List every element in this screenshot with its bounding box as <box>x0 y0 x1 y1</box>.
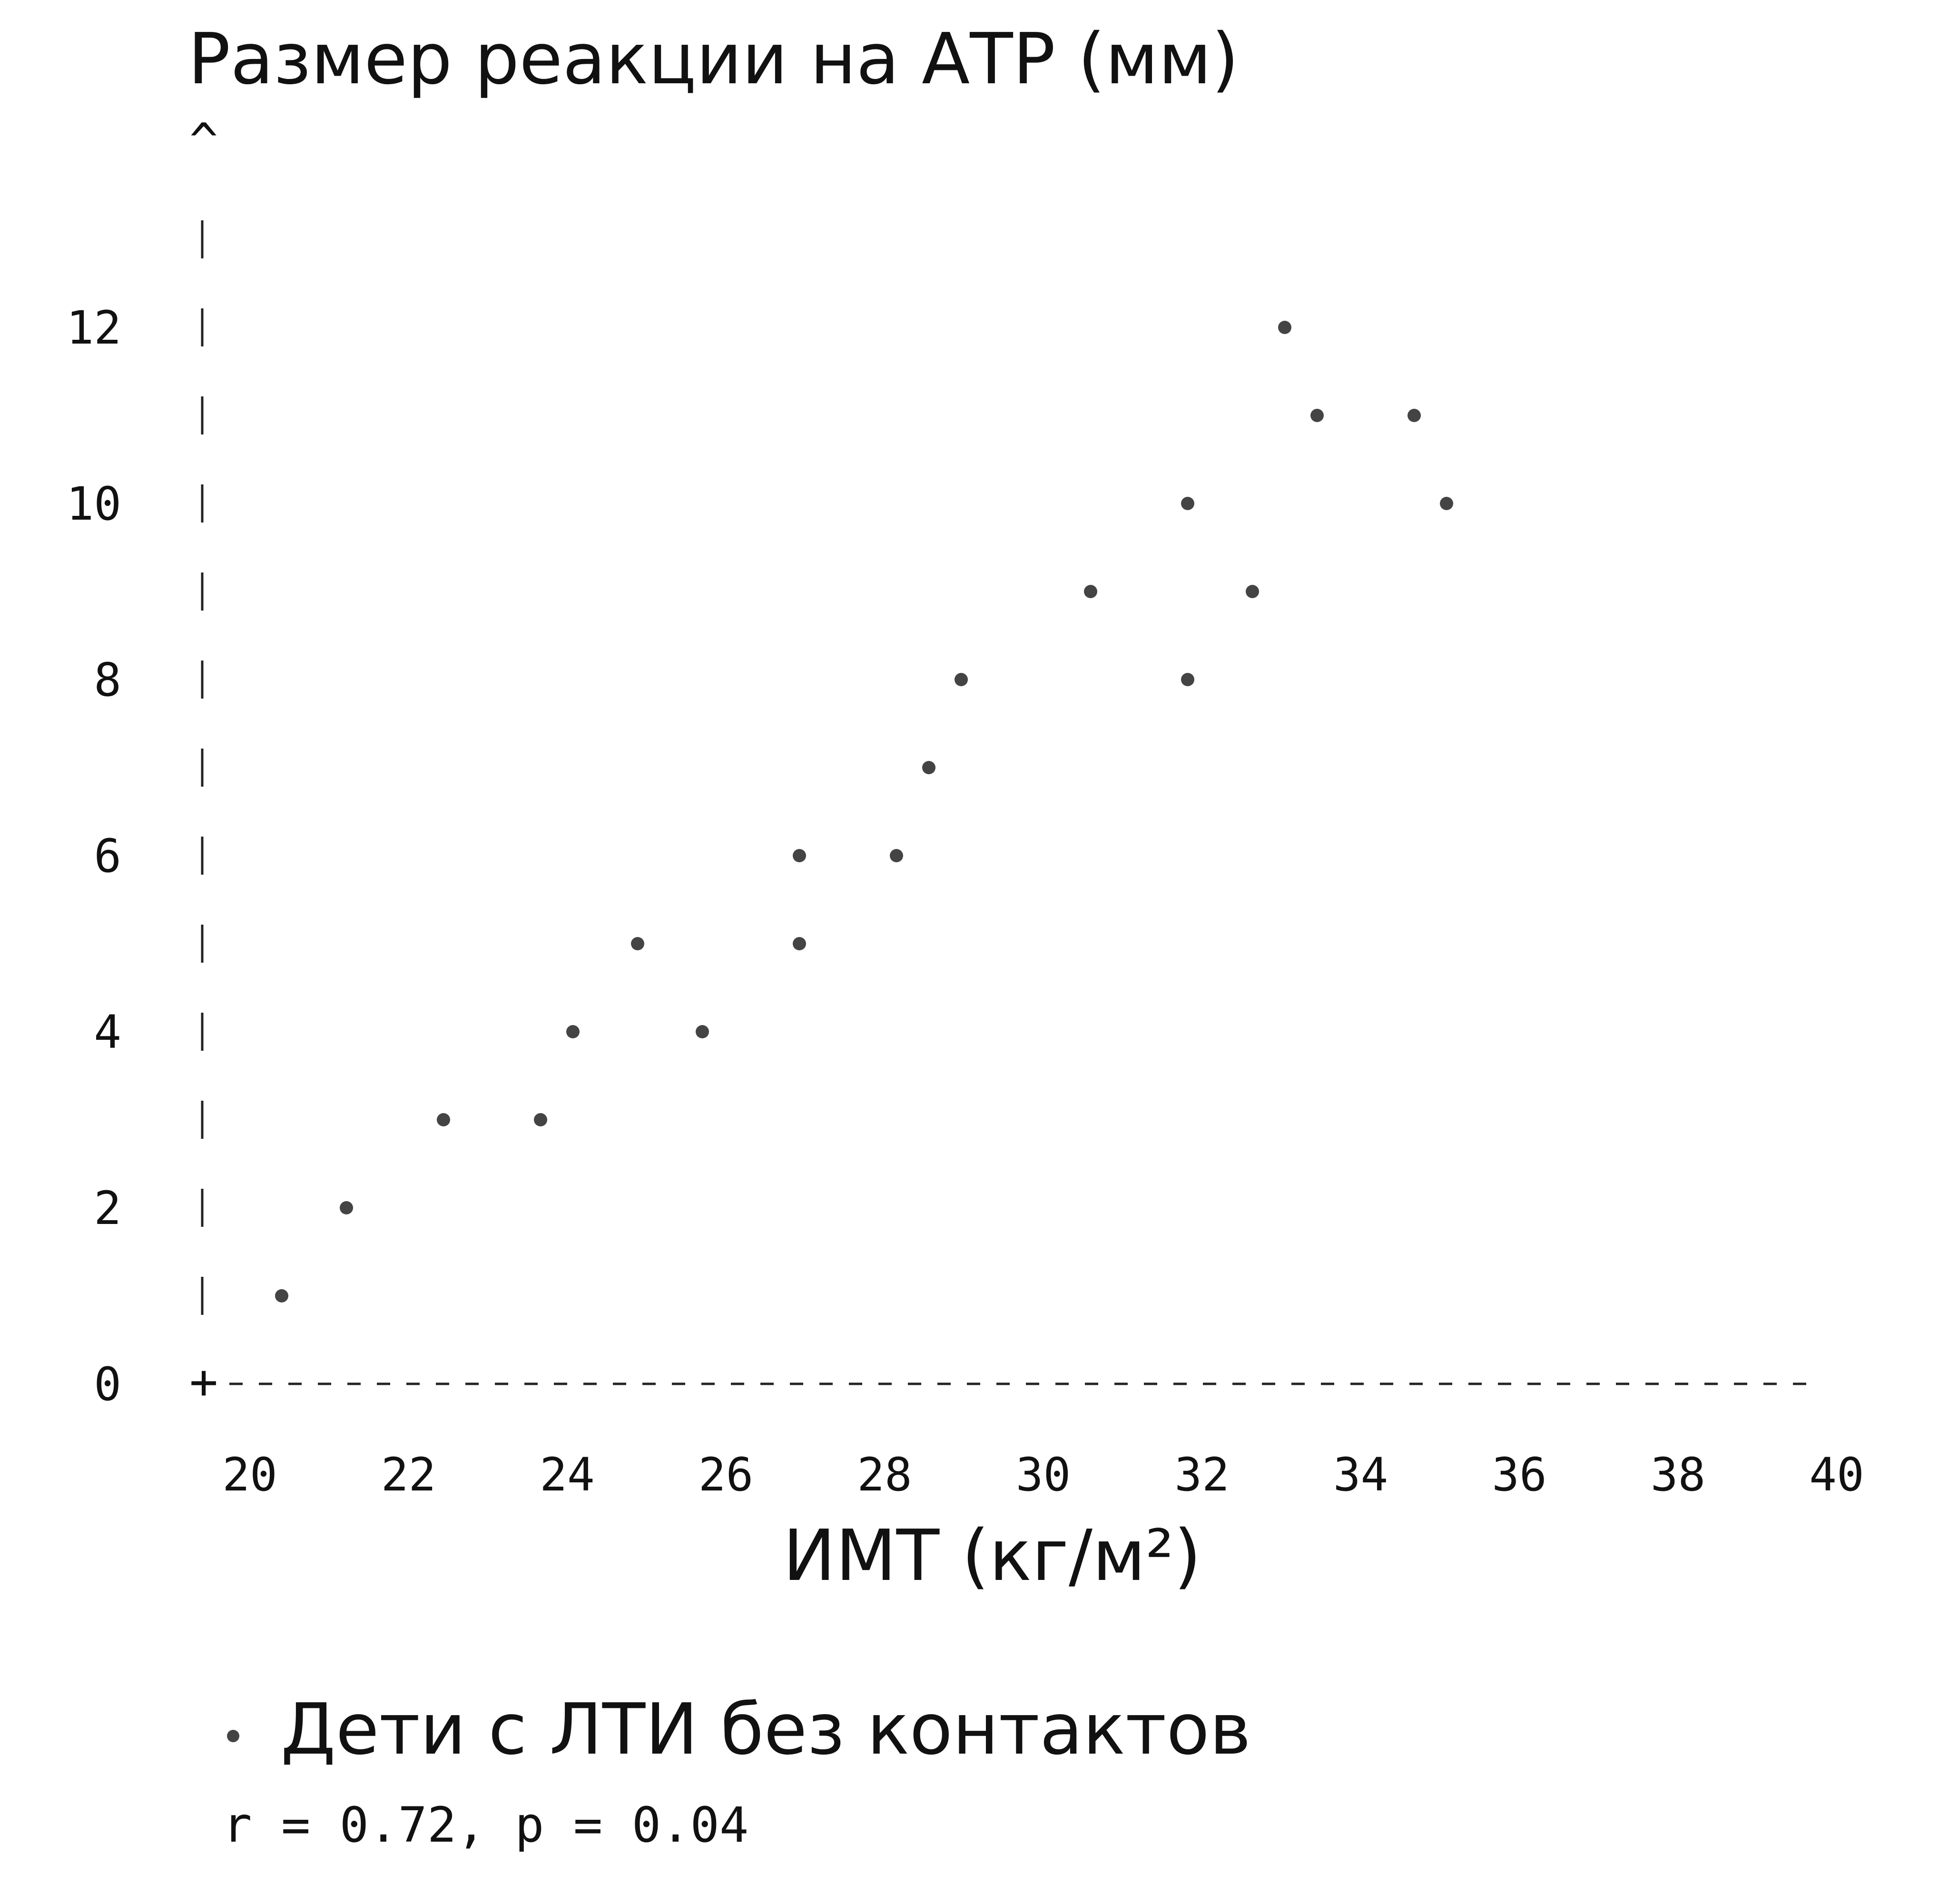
y-tick-label: 0 <box>94 1358 121 1411</box>
data-point <box>1084 585 1097 598</box>
x-tick-label: 30 <box>1016 1448 1071 1501</box>
data-point <box>1310 409 1324 422</box>
data-point <box>890 849 903 862</box>
x-tick-label: 34 <box>1333 1448 1388 1501</box>
data-point <box>1440 497 1453 510</box>
y-tick-label: 10 <box>66 477 121 531</box>
x-tick-label: 40 <box>1809 1448 1864 1501</box>
data-point <box>793 937 806 950</box>
correlation-stats: r = 0.72, p = 0.04 <box>223 1797 748 1854</box>
y-tick-label: 2 <box>94 1182 121 1235</box>
data-point <box>1278 321 1291 334</box>
x-tick-label: 28 <box>857 1448 912 1501</box>
data-point <box>696 1025 709 1038</box>
data-point <box>340 1201 353 1214</box>
x-axis-label: ИМТ (кг/м²) <box>783 1515 1201 1597</box>
data-point <box>275 1289 288 1302</box>
x-tick-label: 26 <box>699 1448 754 1501</box>
legend-marker <box>227 1730 239 1742</box>
data-point <box>1408 409 1421 422</box>
data-point <box>631 937 644 950</box>
data-point <box>1181 497 1194 510</box>
data-point <box>566 1025 580 1038</box>
y-tick-label: 6 <box>94 829 121 883</box>
y-tick-label: 4 <box>94 1006 121 1059</box>
data-point <box>922 761 935 774</box>
x-tick-label: 38 <box>1651 1448 1706 1501</box>
y-axis-arrow: ^ <box>189 113 218 168</box>
data-point <box>793 849 806 862</box>
legend-label: Дети с ЛТИ без контактов <box>281 1688 1251 1770</box>
data-point <box>955 673 968 686</box>
x-tick-label: 32 <box>1174 1448 1230 1501</box>
x-tick-label: 36 <box>1492 1448 1547 1501</box>
data-point <box>534 1113 547 1126</box>
x-tick-label: 22 <box>381 1448 436 1501</box>
x-tick-label: 20 <box>222 1448 277 1501</box>
y-tick-label: 12 <box>66 301 121 355</box>
data-point <box>437 1113 450 1126</box>
y-tick-label: 8 <box>94 653 121 707</box>
data-point <box>1246 585 1259 598</box>
data-point <box>1181 673 1194 686</box>
data-points <box>275 321 1453 1302</box>
chart-title: Размер реакции на АТР (мм) <box>188 18 1239 100</box>
legend: Дети с ЛТИ без контактов <box>227 1688 1251 1770</box>
y-tick-labels: 0 2 4 6 8 10 12 <box>66 301 121 1411</box>
x-tick-labels: 20 22 24 26 28 30 32 34 36 38 40 <box>222 1448 1864 1501</box>
x-tick-label: 24 <box>540 1448 595 1501</box>
axis-origin-mark: + <box>189 1354 218 1410</box>
